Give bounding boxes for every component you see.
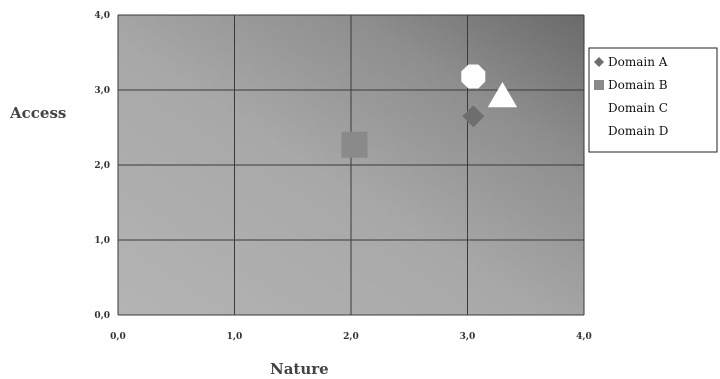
x-tick-label: 4,0	[576, 332, 592, 342]
x-tick-label: 0,0	[110, 332, 126, 342]
data-point-domain-d	[461, 64, 486, 89]
legend-marker-domain-c	[593, 103, 605, 112]
y-tick-label: 1,0	[94, 236, 110, 246]
gridlines	[117, 14, 585, 316]
legend-label: Domain B	[608, 78, 668, 92]
legend-marker-domain-a	[594, 57, 604, 67]
tick-labels: 0,0 1,0 2,0 3,0 4,0 0,0 1,0 2,0 3,0 4,0	[94, 11, 592, 342]
x-axis-title: Nature	[270, 360, 329, 378]
legend-marker-domain-d	[594, 126, 604, 136]
x-tick-label: 1,0	[227, 332, 243, 342]
data-points	[341, 64, 518, 158]
legend-label: Domain A	[608, 55, 668, 69]
y-tick-label: 4,0	[94, 11, 110, 21]
y-tick-label: 0,0	[94, 311, 110, 321]
legend-label: Domain D	[608, 124, 668, 138]
legend-box	[588, 47, 718, 153]
x-tick-label: 2,0	[343, 332, 359, 342]
x-tick-label: 3,0	[460, 332, 476, 342]
y-tick-label: 2,0	[94, 161, 110, 171]
y-axis-title: Access	[9, 104, 66, 122]
y-tick-label: 3,0	[94, 86, 110, 96]
data-point-domain-a	[462, 105, 485, 128]
data-point-domain-b	[341, 131, 368, 158]
data-point-domain-c	[487, 82, 518, 108]
legend-label: Domain C	[608, 101, 668, 115]
legend: Domain A Domain B Domain C Domain D	[588, 47, 718, 153]
legend-marker-domain-b	[594, 80, 604, 90]
